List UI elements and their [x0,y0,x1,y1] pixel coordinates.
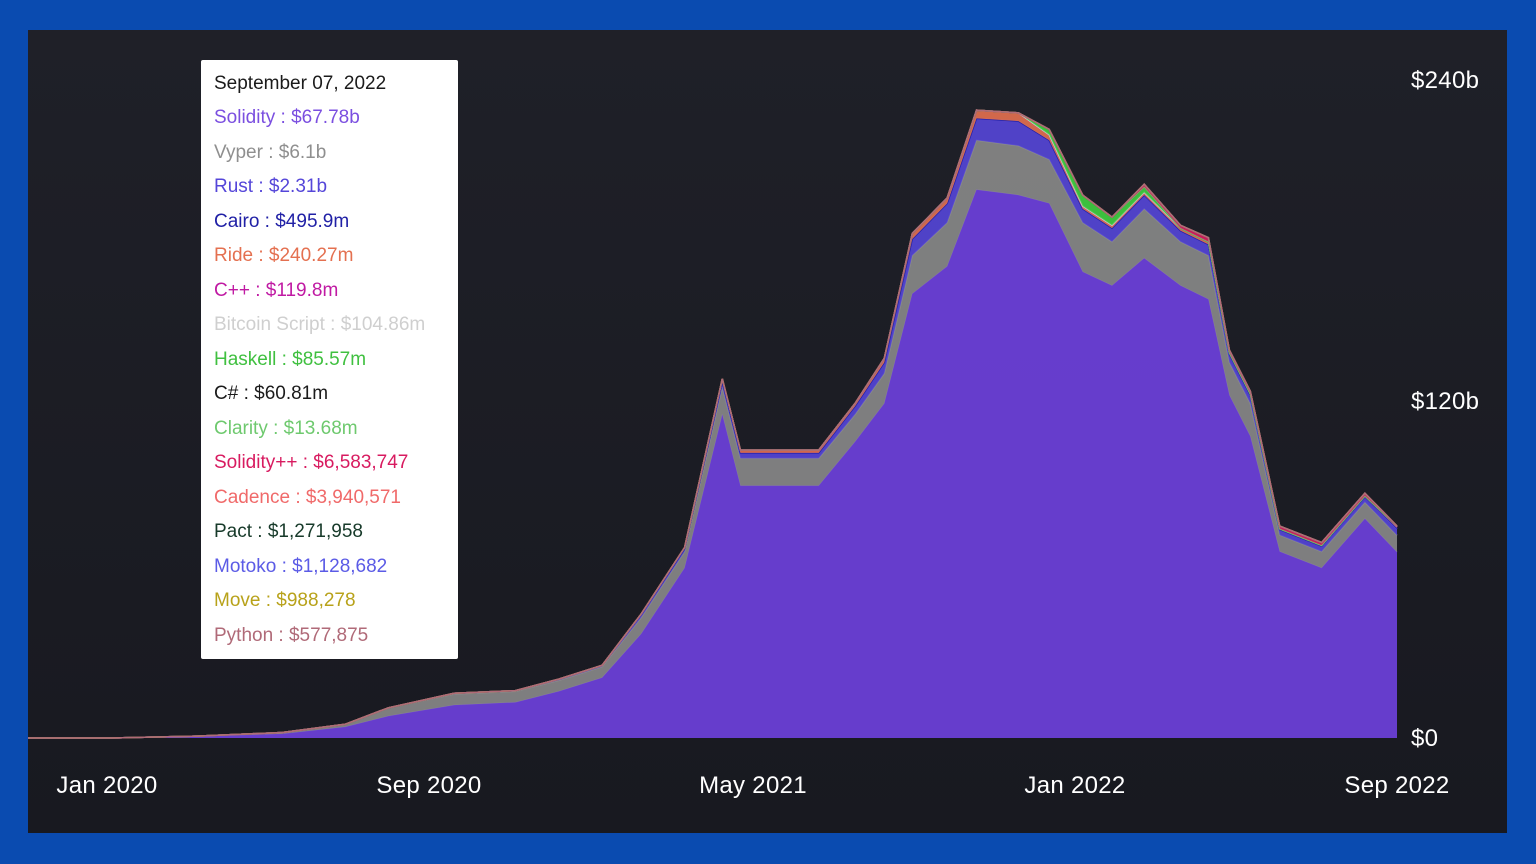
tooltip-item: C++ : $119.8m [214,279,339,301]
stacked-area-chart [28,109,1398,739]
area-series-solidity [28,189,1397,738]
x-tick-label-sep-2020: Sep 2020 [376,772,482,799]
x-tick-label-sep-2022: Sep 2022 [1344,772,1450,799]
tooltip-date: September 07, 2022 [214,73,387,94]
area-series-vyper [28,140,1397,739]
y-tick-label-120b: $120b [1411,388,1480,415]
x-tick-label-may-2021: May 2021 [699,772,807,799]
y-tick-label-0: $0 [1411,725,1439,752]
tooltip-list: Solidity : $67.78b Vyper : $6.1b Rust : $2… [214,101,458,653]
tooltip-item: Pact : $1,271,958 [214,521,363,542]
tooltip-item: Move : $988,278 [214,590,356,611]
tooltip-item: Haskell : $85.57m [214,348,367,370]
tooltip-item: Cairo : $495.9m [214,210,350,232]
chart-panel: $240b $120b $0 Jan 2020 Sep 2020 May 202… [28,30,1507,833]
tooltip-item: Cadence : $3,940,571 [214,486,401,508]
chart-tooltip: September 07, 2022 Solidity : $67.78b Vyp… [201,60,458,659]
x-tick-label-jan-2020: Jan 2020 [56,772,158,799]
x-tick-label-jan-2022: Jan 2022 [1024,772,1126,799]
line-series-python [28,109,1398,739]
tooltip-item: Rust : $2.31b [214,176,328,197]
tooltip-item: Python : $577,875 [214,624,369,646]
tooltip-item: Bitcoin Script : $104.86m [214,314,426,335]
tooltip-item: Solidity : $67.78b [214,107,360,128]
tooltip-item: Vyper : $6.1b [214,141,327,163]
tooltip-item: C# : $60.81m [214,383,329,404]
y-tick-label-240b: $240b [1411,67,1480,94]
tooltip-item: Motoko : $1,128,682 [214,555,388,577]
tooltip-item: Ride : $240.27m [214,245,354,266]
tooltip-item: Clarity : $13.68m [214,417,358,439]
tooltip-item: Solidity++ : $6,583,747 [214,452,409,473]
